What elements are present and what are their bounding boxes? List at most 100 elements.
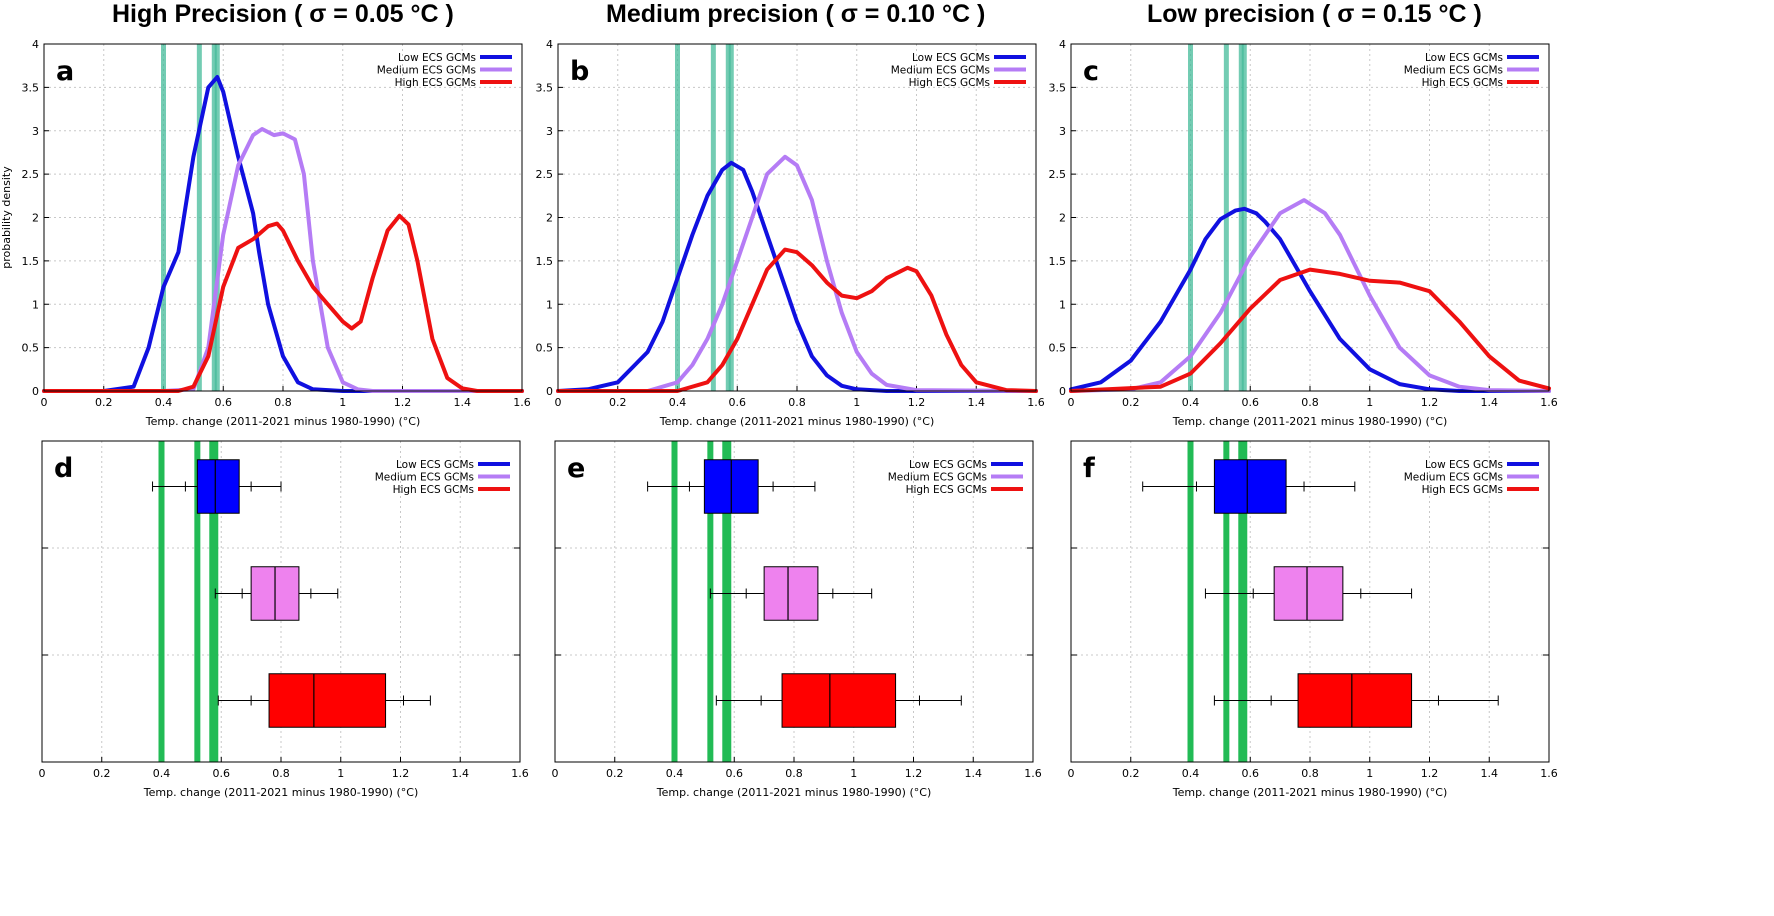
x-tick-label: 1	[339, 396, 346, 409]
panel-c: 0 0.2 0.4 0.6 0.8 1 1.2 1.4 1.6 0 0.5 1 1.5 2 2.5 3 3.5 4…	[1049, 38, 1558, 428]
x-tick-label: 0.8	[274, 396, 292, 409]
x-tick-label: 0.6	[729, 396, 747, 409]
legend-label-high: High ECS GCMs	[1422, 77, 1503, 89]
boxplot-high	[1213, 673, 1499, 728]
boxplot-low	[1142, 459, 1356, 514]
legend-label-medium: Medium ECS GCMs	[891, 65, 990, 77]
x-tick-label: 0.6	[215, 396, 233, 409]
y-tick-label: 1.5	[536, 255, 554, 268]
x-axis-label: Temp. change (2011-2021 minus 1980-1990)…	[659, 415, 934, 428]
legend-label-low: Low ECS GCMs	[912, 52, 990, 64]
x-tick-label: 0.2	[606, 767, 624, 780]
density-curve-high	[556, 247, 1038, 393]
x-tick-label: 0.4	[1182, 396, 1200, 409]
box-body	[268, 673, 387, 728]
x-tick-label: 0	[555, 396, 562, 409]
boxplot-low	[152, 459, 282, 514]
x-tick-label: 1.6	[1540, 767, 1558, 780]
box-body	[781, 673, 897, 728]
boxplot-medium	[709, 566, 873, 621]
y-tick-label: 1.5	[22, 255, 40, 268]
y-tick-label: 0.5	[1049, 342, 1067, 355]
x-tick-label: 1.4	[1481, 396, 1499, 409]
x-tick-label: 1.6	[513, 396, 531, 409]
legend-label-low: Low ECS GCMs	[909, 459, 987, 471]
panel-letter: e	[567, 453, 585, 484]
x-tick-label: 0	[1068, 767, 1075, 780]
x-tick-label: 1.6	[1540, 396, 1558, 409]
legend-label-medium: Medium ECS GCMs	[888, 472, 987, 484]
box-body	[763, 566, 819, 621]
legend-label-low: Low ECS GCMs	[398, 52, 476, 64]
x-axis-label: Temp. change (2011-2021 minus 1980-1990)…	[1172, 415, 1447, 428]
column-title-low-precision: Low precision ( σ = 0.15 °C )	[1147, 0, 1482, 28]
x-tick-label: 0	[39, 767, 46, 780]
y-tick-label: 2.5	[1049, 168, 1067, 181]
x-tick-label: 1.4	[1481, 767, 1499, 780]
x-tick-label: 0.8	[272, 767, 290, 780]
y-tick-label: 0	[1059, 385, 1066, 398]
x-tick-label: 0.6	[1242, 396, 1260, 409]
legend-label-low: Low ECS GCMs	[1425, 459, 1503, 471]
density-curve-medium	[556, 154, 1038, 393]
legend-label-high: High ECS GCMs	[906, 484, 987, 496]
y-tick-label: 4	[1059, 38, 1066, 51]
density-curve-low	[42, 75, 524, 393]
y-tick-label: 3	[546, 125, 553, 138]
column-title-medium-precision: Medium precision ( σ = 0.10 °C )	[606, 0, 986, 28]
density-curve-medium	[42, 127, 524, 393]
y-tick-label: 3	[1059, 125, 1066, 138]
y-tick-label: 0.5	[536, 342, 554, 355]
x-tick-label: 0	[41, 396, 48, 409]
plot-area	[44, 44, 522, 391]
y-tick-label: 4	[32, 38, 39, 51]
panel-letter: f	[1083, 453, 1095, 484]
legend-label-medium: Medium ECS GCMs	[377, 65, 476, 77]
boxplot-high	[715, 673, 962, 728]
x-tick-label: 1.4	[454, 396, 472, 409]
x-axis-label: Temp. change (2011-2021 minus 1980-1990)…	[143, 786, 418, 799]
panel-b: 0 0.2 0.4 0.6 0.8 1 1.2 1.4 1.6 0 0.5 1 1.5 2 2.5 3 3.5 4…	[536, 38, 1045, 428]
density-curve-high	[1069, 267, 1551, 393]
y-axis-label: probability density	[0, 166, 13, 269]
y-tick-label: 0	[546, 385, 553, 398]
density-curve-low	[556, 160, 1038, 393]
y-tick-label: 2.5	[22, 168, 40, 181]
x-tick-label: 1.6	[511, 767, 529, 780]
x-tick-label: 1.2	[905, 767, 923, 780]
legend-label-medium: Medium ECS GCMs	[1404, 472, 1503, 484]
x-tick-label: 1.4	[965, 767, 983, 780]
legend-label-high: High ECS GCMs	[909, 77, 990, 89]
x-tick-label: 1.6	[1024, 767, 1042, 780]
x-tick-label: 0.4	[153, 767, 171, 780]
x-tick-label: 0.8	[788, 396, 806, 409]
box-body	[196, 459, 240, 514]
plot-frame	[1070, 43, 1550, 392]
x-tick-label: 0.2	[95, 396, 113, 409]
x-tick-label: 0.2	[609, 396, 627, 409]
box-body	[1297, 673, 1413, 728]
plot-frame	[1070, 440, 1550, 763]
x-axis-label: Temp. change (2011-2021 minus 1980-1990)…	[145, 415, 420, 428]
x-tick-label: 1.4	[968, 396, 986, 409]
y-tick-label: 1	[1059, 298, 1066, 311]
plot-frame	[43, 43, 523, 392]
box-body	[1213, 459, 1287, 514]
panel-letter: c	[1083, 56, 1099, 87]
x-tick-label: 1.2	[908, 396, 926, 409]
x-axis-label: Temp. change (2011-2021 minus 1980-1990)…	[1172, 786, 1447, 799]
plot-frame	[557, 43, 1037, 392]
plot-frame	[554, 440, 1034, 763]
x-tick-label: 0.2	[1122, 396, 1140, 409]
y-tick-label: 1	[546, 298, 553, 311]
x-tick-label: 1	[1366, 767, 1373, 780]
x-tick-label: 1.4	[452, 767, 470, 780]
boxplot-medium	[1204, 566, 1413, 621]
x-tick-label: 0.6	[1242, 767, 1260, 780]
x-tick-label: 0.8	[1301, 767, 1319, 780]
x-tick-label: 1.6	[1027, 396, 1045, 409]
legend-label-high: High ECS GCMs	[395, 77, 476, 89]
x-tick-label: 1.2	[394, 396, 412, 409]
panel-letter: a	[56, 56, 74, 87]
